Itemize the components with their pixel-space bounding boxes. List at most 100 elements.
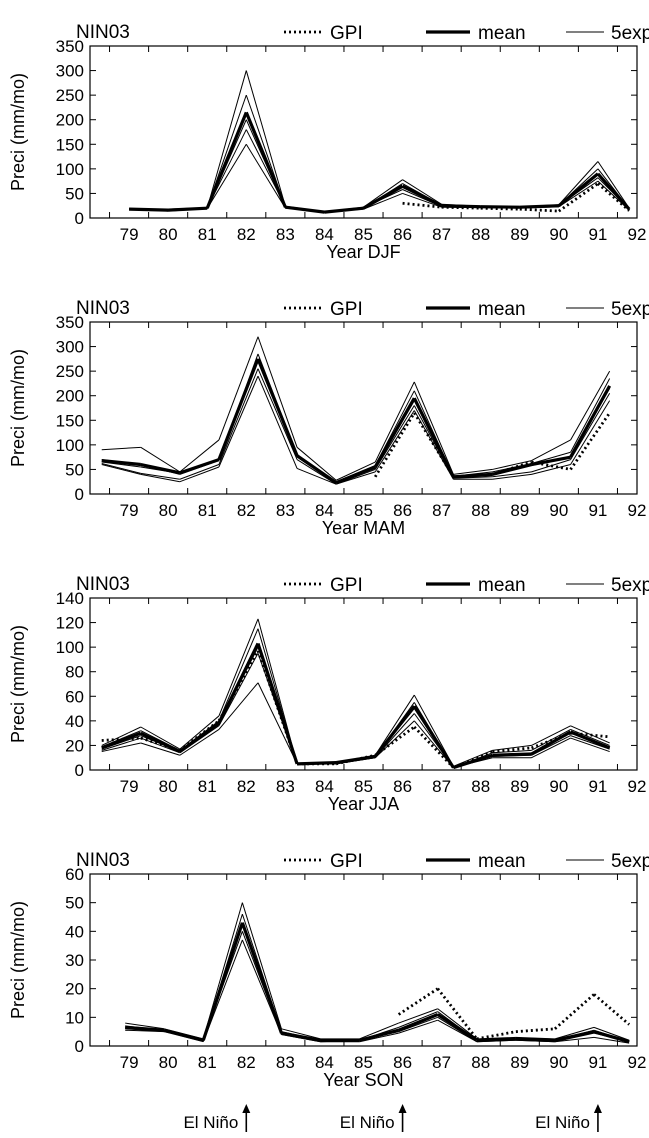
series-5exp-member-1-segment: [593, 1026, 630, 1041]
series-mean-line-segment: [362, 184, 404, 210]
series-mean-line-segment: [125, 1025, 165, 1032]
x-tick-label: 81: [198, 777, 217, 796]
series-5exp-member-5-segment: [531, 464, 571, 475]
series-5exp-member-1-segment: [374, 381, 415, 463]
y-tick-label: 20: [65, 980, 84, 999]
series-mean-line-segment: [163, 1028, 204, 1042]
y-tick-label: 350: [56, 37, 84, 56]
legend-label-gpi: GPI: [330, 23, 363, 44]
x-tick-label: 88: [471, 777, 490, 796]
x-tick-label: 88: [471, 501, 490, 520]
series-5exp-member-3-segment: [101, 461, 141, 468]
legend-label-mean: mean: [478, 575, 526, 596]
series-mean-line-segment: [453, 472, 493, 479]
series-5exp-member-4-segment: [101, 463, 141, 474]
series-5exp-member-1-segment: [558, 161, 599, 206]
series-mean-line-segment: [492, 462, 532, 476]
y-tick-label: 20: [65, 736, 84, 755]
x-tick-label: 88: [471, 225, 490, 244]
y-tick-label: 40: [65, 922, 84, 941]
series-mean-line-segment: [168, 206, 208, 212]
series-5exp-member-4-segment: [492, 471, 532, 478]
legend: GPI mean 5exp: [284, 575, 649, 596]
series-5exp-member-2-segment: [570, 378, 611, 453]
series-mean-line-segment: [530, 730, 572, 756]
series-gpi-line-segment: [140, 736, 181, 752]
series-mean-line-segment: [244, 111, 287, 208]
series-mean-line-segment: [569, 385, 612, 458]
series-gpi-line-segment: [531, 731, 572, 750]
series-mean-line-segment: [201, 922, 244, 1041]
x-tick-label: 79: [120, 501, 139, 520]
x-tick-label: 86: [393, 225, 412, 244]
y-tick-label: 250: [56, 362, 84, 381]
series-5exp-member-4-segment: [218, 653, 259, 727]
series-mean-line-segment: [373, 705, 416, 758]
series-mean-line-segment: [359, 1028, 400, 1042]
series-5exp-member-5: [101, 375, 611, 485]
series-5exp-member-2: [129, 94, 630, 213]
series-5exp-member-5-segment: [492, 473, 532, 480]
series-5exp-member-5-segment: [570, 400, 611, 465]
series-mean-line: [101, 642, 611, 770]
series-5exp-member-1-segment: [179, 439, 220, 473]
series-mean-line-segment: [101, 731, 142, 750]
x-tick-label: 83: [276, 225, 295, 244]
series-gpi-line-segment: [476, 1030, 517, 1041]
series-5exp-member-4-segment: [531, 459, 571, 473]
series-5exp-member-5-segment: [218, 375, 259, 468]
series-5exp-member-1-segment: [453, 468, 493, 475]
y-tick-label: 60: [65, 865, 84, 884]
series-mean-line-segment: [179, 458, 220, 475]
series-5exp-member-5: [125, 939, 630, 1044]
series-5exp-member-4: [101, 368, 611, 485]
series-gpi-line-segment: [597, 182, 631, 212]
series-5exp-member-4-segment: [453, 476, 493, 479]
series-mean-line-segment: [324, 206, 364, 214]
series-5exp-member-1-segment: [335, 461, 376, 481]
y-tick-label: 200: [56, 111, 84, 130]
y-tick-label: 80: [65, 663, 84, 682]
legend-label-gpi: GPI: [330, 575, 363, 596]
x-axis-label: Year SON: [323, 1070, 403, 1090]
series-5exp-member-5-segment: [359, 1032, 399, 1043]
x-tick-label: 80: [159, 777, 178, 796]
x-tick-label: 79: [120, 1053, 139, 1072]
panel-title: NIN03: [76, 574, 130, 595]
series-mean-line-segment: [519, 204, 559, 209]
legend: GPI mean 5exp: [284, 299, 649, 320]
y-tick-label: 100: [56, 638, 84, 657]
legend-label-mean: mean: [478, 23, 526, 44]
plot-frame: [89, 321, 638, 495]
series-mean-line-segment: [256, 642, 299, 765]
series-5exp-member-5-segment: [101, 464, 141, 475]
series-5exp-member-1-segment: [296, 446, 337, 481]
series-mean-line-segment: [476, 1037, 516, 1042]
series-mean-line-segment: [335, 754, 376, 765]
series-5exp-member-4-segment: [374, 405, 415, 470]
y-tick-label: 0: [75, 485, 84, 504]
y-tick-label: 50: [65, 894, 84, 913]
series-5exp-member-5-segment: [363, 192, 403, 210]
chart-panel-4: 0 10 20 30 40 50 60 79 80 81 82 83 84 85 86 87 88 89 90 91 9…: [8, 850, 649, 1090]
series-gpi-line-segment: [515, 1027, 556, 1034]
el-nino-label-2: El Niño: [340, 1113, 395, 1132]
legend-label-5exp: 5exp: [611, 575, 649, 596]
x-tick-label: 87: [432, 1053, 451, 1072]
x-tick-label: 89: [510, 501, 529, 520]
x-tick-label: 87: [432, 225, 451, 244]
x-tick-label: 85: [354, 777, 373, 796]
series-5exp-member-5-segment: [296, 467, 337, 485]
x-tick-label: 82: [237, 777, 256, 796]
y-tick-label: 10: [65, 1008, 84, 1027]
x-tick-label: 90: [549, 225, 568, 244]
series-mean-line-segment: [569, 730, 611, 750]
legend-label-gpi: GPI: [330, 299, 363, 320]
series-5exp-member-1-segment: [492, 460, 532, 470]
series-mean-line-segment: [557, 172, 599, 207]
y-tick-label: 100: [56, 436, 84, 455]
series-mean-line-segment: [531, 455, 571, 467]
x-tick-label: 81: [198, 225, 217, 244]
series-mean-line-segment: [401, 184, 443, 208]
